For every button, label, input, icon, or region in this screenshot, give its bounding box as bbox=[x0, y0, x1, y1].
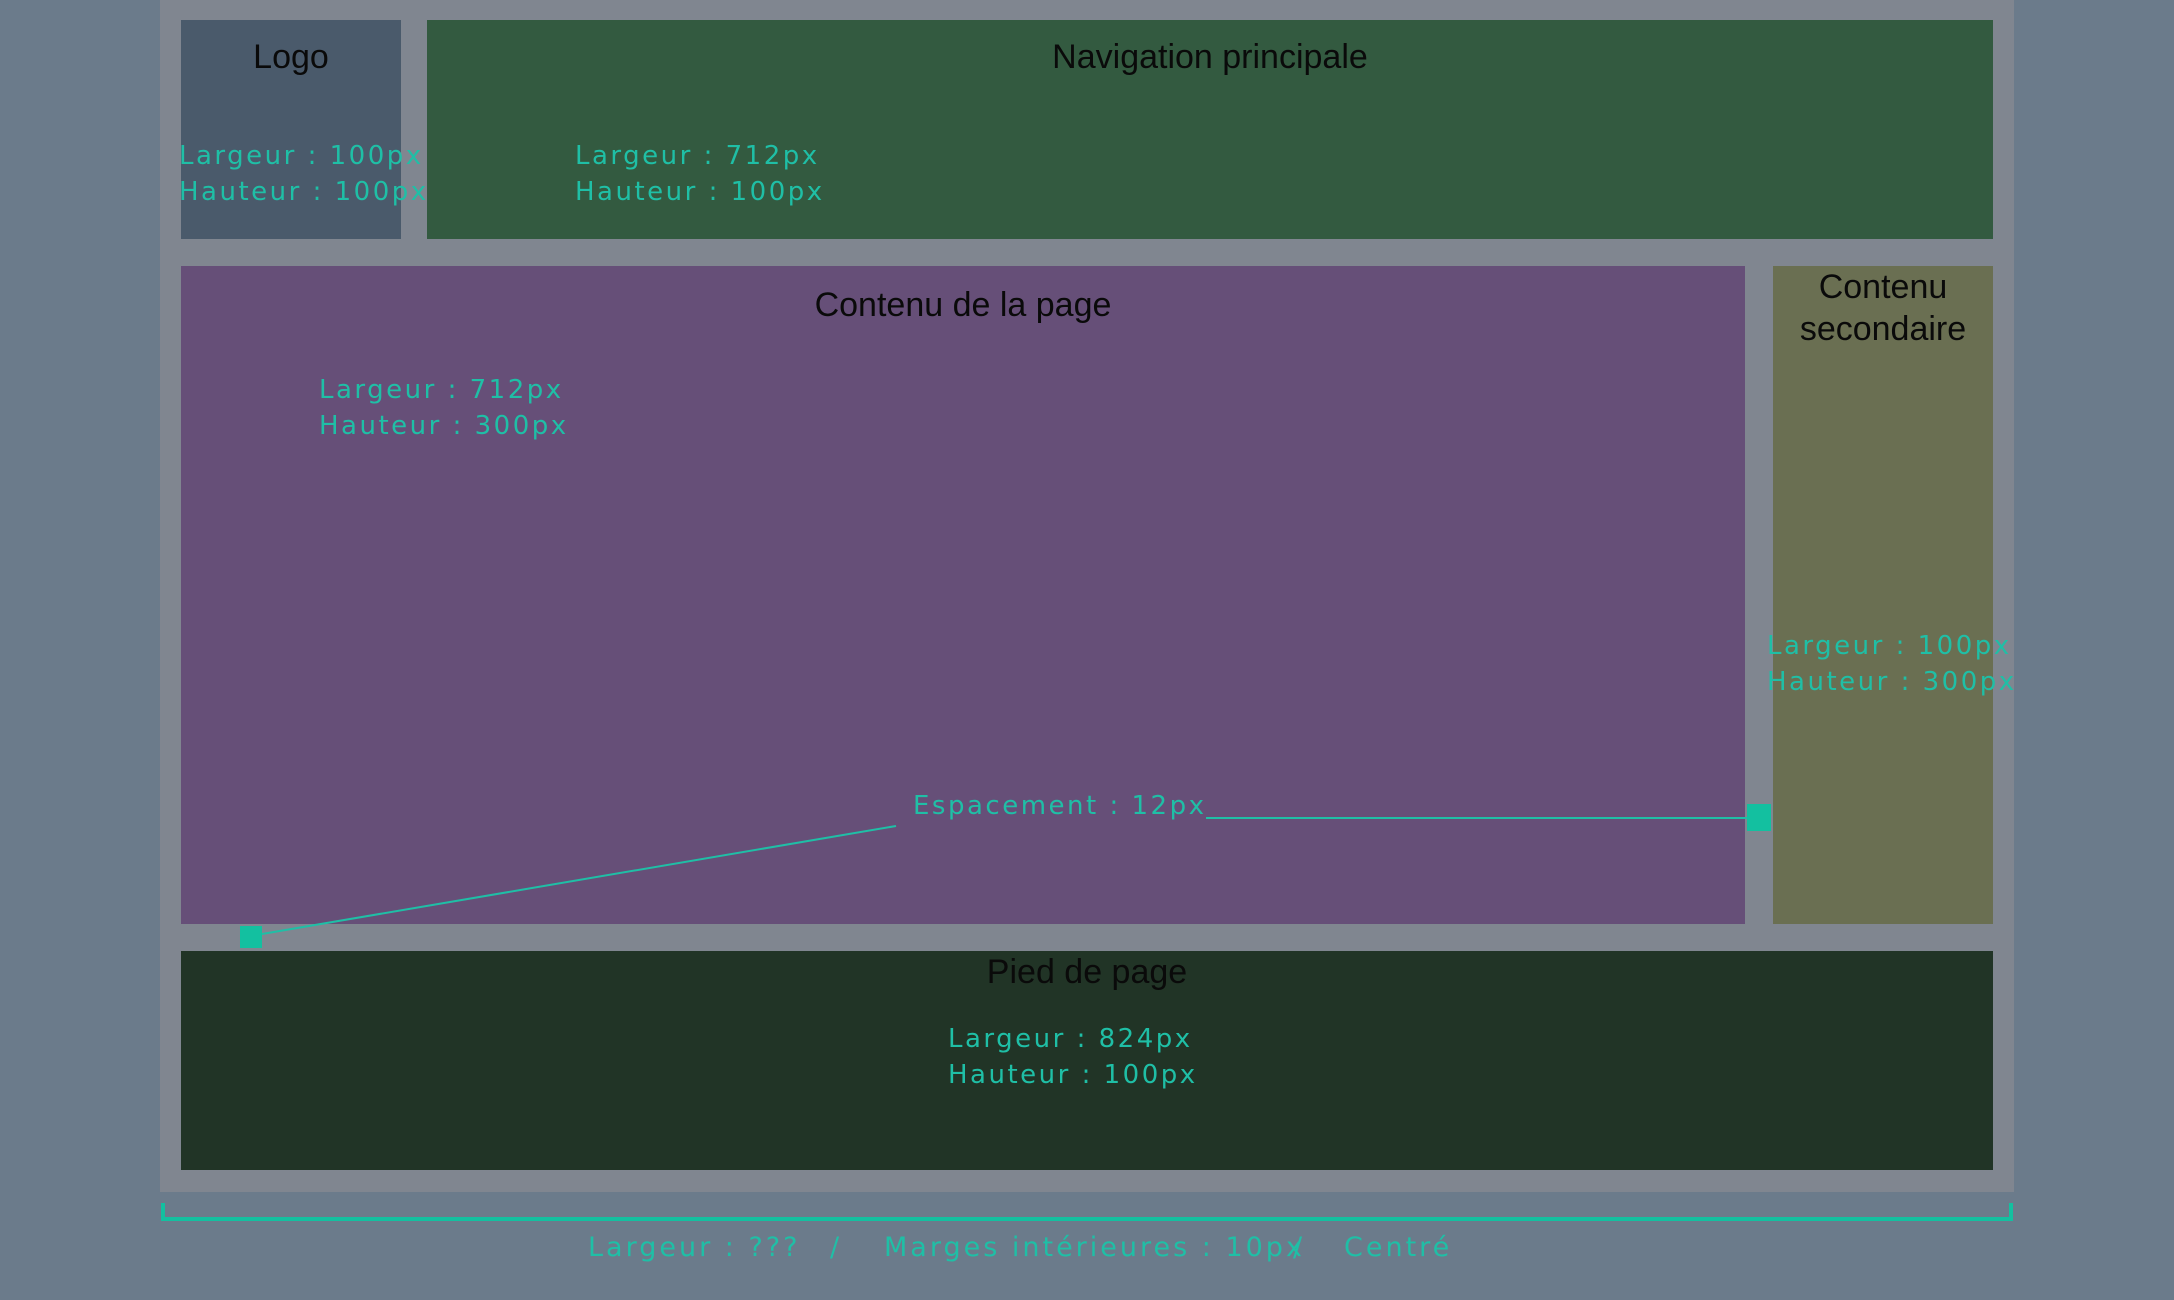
container-padding-caption: Marges intérieures : 10px bbox=[884, 1232, 1305, 1263]
aside-width-label: Largeur : 100px bbox=[1767, 631, 2012, 661]
main-title: Contenu de la page bbox=[814, 286, 1112, 324]
logo-title: Logo bbox=[253, 38, 329, 76]
aside-title: Contenu secondaire bbox=[1773, 266, 1993, 350]
logo-height-label: Hauteur : 100px bbox=[179, 177, 429, 207]
caption-separator-2: / bbox=[1293, 1232, 1306, 1263]
footer-height-label: Hauteur : 100px bbox=[948, 1060, 1198, 1090]
aside-title-line2: secondaire bbox=[1799, 310, 1967, 348]
container-width-bracket bbox=[161, 1203, 2013, 1221]
aside-height-label: Hauteur : 300px bbox=[1767, 667, 2017, 697]
caption-separator-1: / bbox=[830, 1232, 843, 1263]
logo-width-label: Largeur : 100px bbox=[179, 141, 424, 171]
main-height-label: Hauteur : 300px bbox=[319, 411, 569, 441]
nav-width-label: Largeur : 712px bbox=[575, 141, 820, 171]
nav-dimensions: Largeur : 712px Hauteur : 100px bbox=[575, 138, 825, 210]
footer-title: Pied de page bbox=[986, 953, 1188, 991]
nav-title: Navigation principale bbox=[1052, 38, 1368, 76]
footer-width-label: Largeur : 824px bbox=[948, 1024, 1193, 1054]
container-width-caption: Largeur : ??? bbox=[588, 1232, 801, 1263]
logo-block: Logo Largeur : 100px Hauteur : 100px bbox=[179, 20, 426, 239]
nav-block: Navigation principale Largeur : 712px Ha… bbox=[427, 20, 1993, 239]
nav-height-label: Hauteur : 100px bbox=[575, 177, 825, 207]
aside-title-line1: Contenu bbox=[1818, 268, 1948, 306]
footer-dimensions: Largeur : 824px Hauteur : 100px bbox=[948, 1021, 1198, 1093]
container-alignment-caption: Centré bbox=[1344, 1232, 1453, 1263]
main-content-block: Contenu de la page Largeur : 712px Haute… bbox=[181, 266, 1745, 924]
secondary-content-block: Contenu secondaire Largeur : 100px Haute… bbox=[1767, 266, 2014, 924]
main-width-label: Largeur : 712px bbox=[319, 375, 564, 405]
spacing-label: Espacement : 12px bbox=[913, 791, 1207, 821]
main-dimensions: Largeur : 712px Hauteur : 300px bbox=[319, 372, 569, 444]
footer-block: Pied de page Largeur : 824px Hauteur : 1… bbox=[181, 951, 1993, 1170]
aside-dimensions: Largeur : 100px Hauteur : 300px bbox=[1767, 628, 2017, 700]
logo-dimensions: Largeur : 100px Hauteur : 100px bbox=[179, 138, 429, 210]
